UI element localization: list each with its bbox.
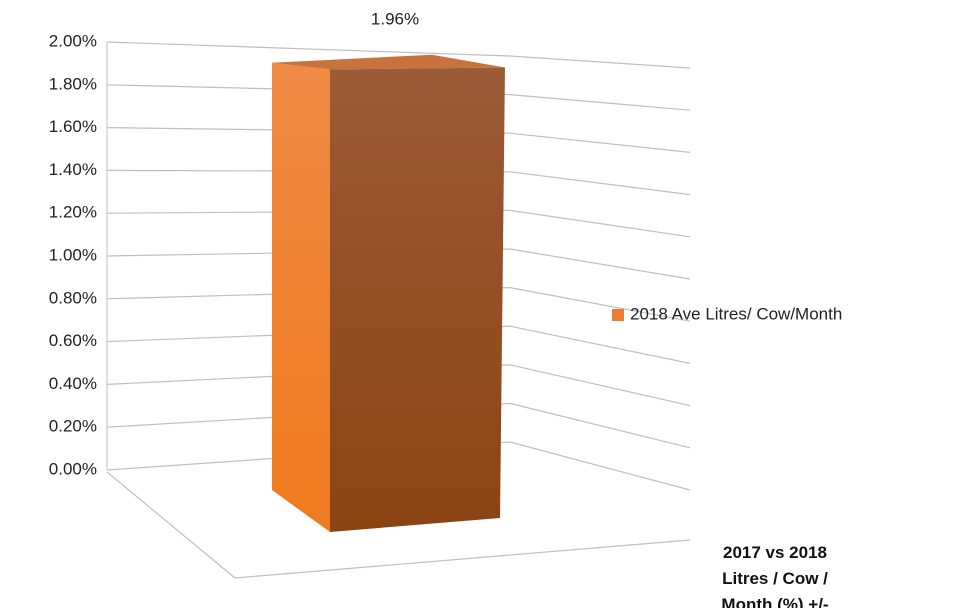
grid-line: [106, 364, 691, 407]
y-tick-label: 0.20%: [49, 417, 97, 436]
floor-edge: [106, 471, 691, 579]
grid-line: [106, 441, 691, 491]
legend-label: 2018 Ave Litres/ Cow/Month: [630, 304, 842, 323]
y-tick-label: 1.40%: [49, 160, 97, 179]
y-tick-label: 1.60%: [49, 117, 97, 136]
y-tick-label: 0.80%: [49, 288, 97, 307]
grid-line: [106, 169, 691, 196]
y-tick-label: 0.00%: [49, 459, 97, 478]
grid-line: [106, 41, 691, 69]
grid-line: [106, 286, 691, 322]
y-tick-label: 0.40%: [49, 374, 97, 393]
grid-line: [106, 402, 691, 449]
grid-line: [106, 209, 691, 238]
y-tick-label: 2.00%: [49, 31, 97, 50]
category-label: 2017 vs 2018 Litres / Cow / Month (%) +/…: [721, 543, 829, 608]
data-label: 1.96%: [371, 9, 419, 28]
bar-top: [272, 54, 505, 70]
grid-line: [106, 248, 691, 280]
y-tick-label: 1.20%: [49, 203, 97, 222]
bar: [330, 67, 505, 532]
grid-line: [106, 325, 691, 364]
y-tick-label: 1.00%: [49, 245, 97, 264]
y-tick-label: 1.80%: [49, 74, 97, 93]
bar-side: [272, 62, 330, 532]
grid-line: [106, 127, 691, 153]
grid-line: [106, 84, 691, 111]
y-tick-label: 0.60%: [49, 331, 97, 350]
legend-swatch: [612, 309, 624, 321]
